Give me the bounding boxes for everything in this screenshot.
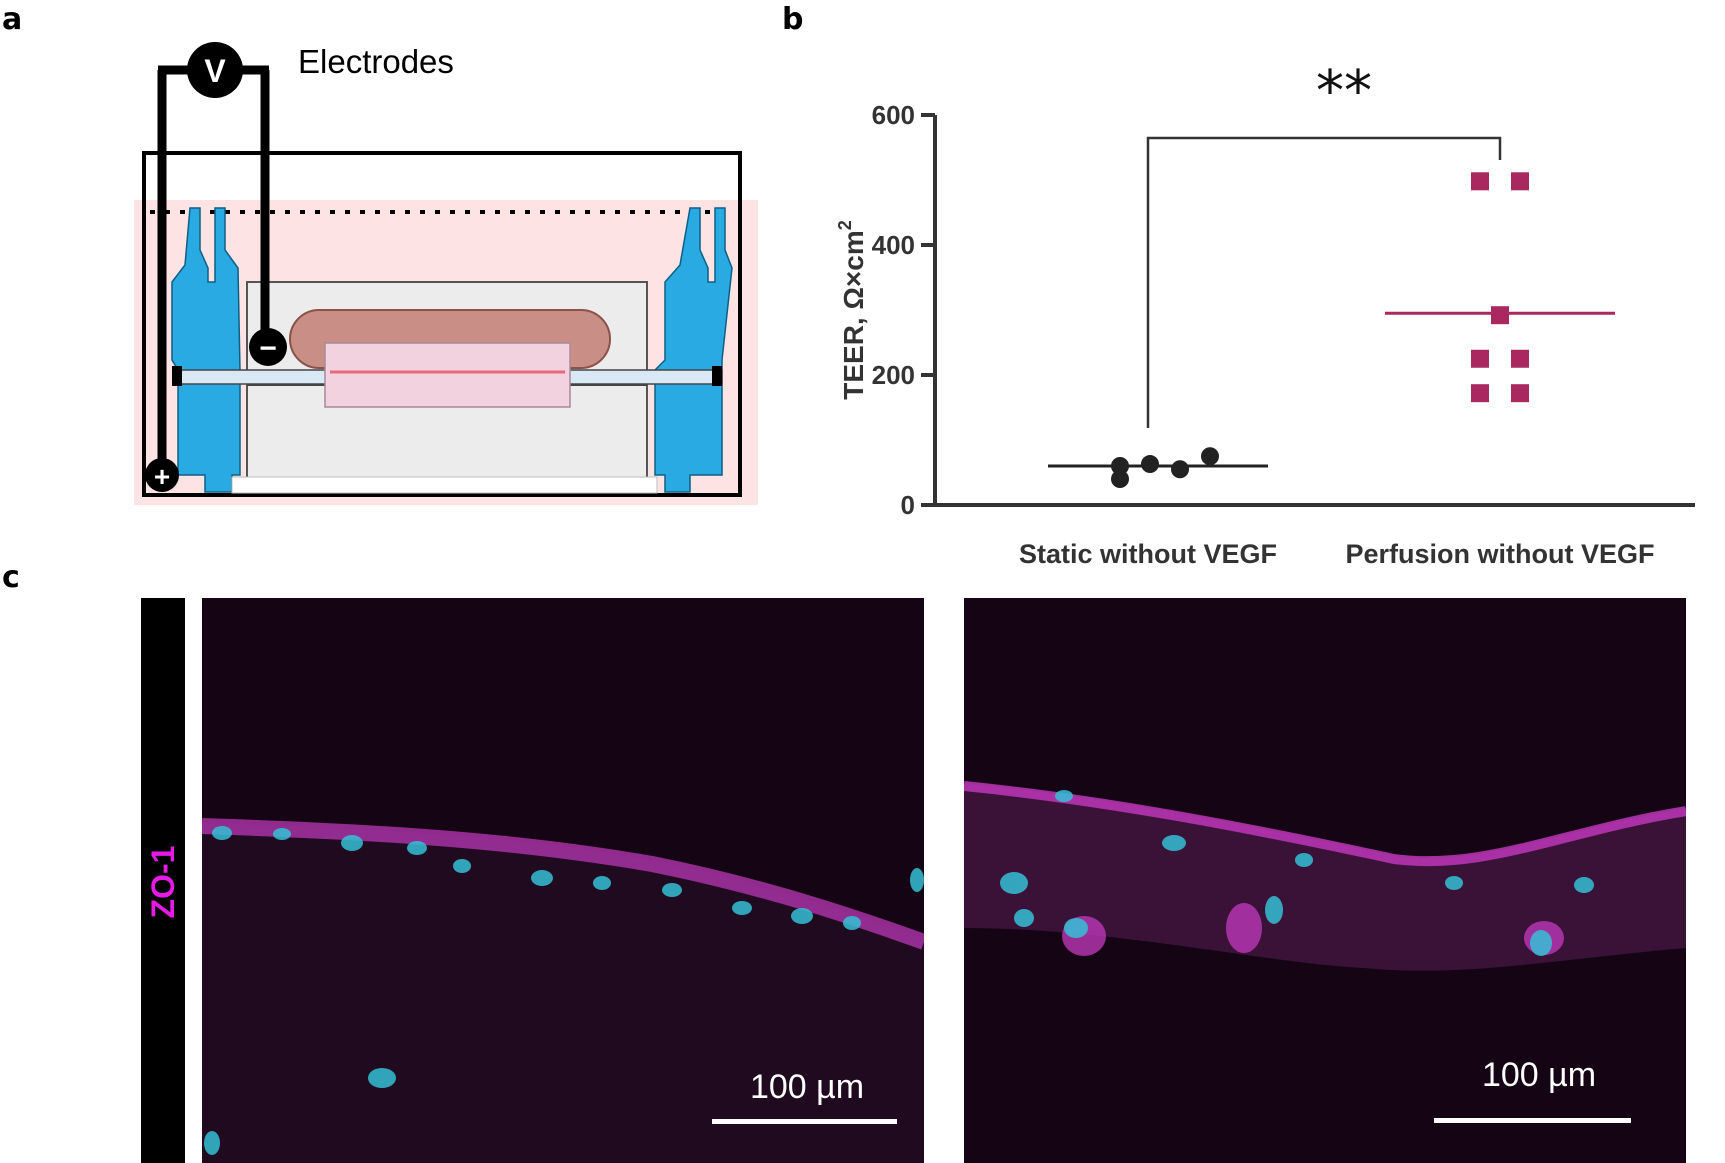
left-clamp	[172, 366, 182, 386]
stain-label-strip	[141, 598, 185, 1163]
data-point-perfusion-4	[1511, 349, 1529, 368]
significance-label: **	[1316, 59, 1372, 124]
electrodes-label: Electrodes	[298, 43, 454, 80]
panel-letter-a: a	[2, 2, 23, 37]
right-clamp	[712, 366, 722, 386]
chamber-outline	[142, 151, 742, 497]
y-axis-label-sup: 2	[835, 220, 855, 230]
data-point-perfusion-1	[1511, 172, 1529, 191]
data-point-static-2	[1141, 455, 1159, 474]
micrograph-perfusion: 100 µm	[964, 598, 1686, 1163]
data-point-perfusion-5	[1471, 384, 1489, 403]
tissue-construct	[289, 309, 611, 369]
y-axis-label: TEER, Ω×cm2	[835, 220, 869, 400]
data-point-perfusion-6	[1511, 384, 1529, 403]
data-point-perfusion-3	[1471, 349, 1489, 368]
positive-electrode-icon	[145, 458, 179, 492]
inner-chamber	[246, 281, 648, 479]
data-point-static-4	[1201, 447, 1219, 466]
data-point-static-3	[1171, 460, 1189, 479]
negative-electrode-icon	[249, 328, 287, 366]
channel	[177, 369, 723, 385]
x-category-label-1: Perfusion without VEGF	[1346, 539, 1655, 569]
panel-letter-c: c	[2, 560, 20, 595]
scale-bar-right	[1434, 1118, 1631, 1123]
scaffold	[324, 342, 571, 408]
panel-letter-b: b	[782, 2, 804, 37]
y-tick-label-0: 0	[901, 490, 915, 520]
medium-region	[134, 200, 758, 505]
data-point-static-0	[1111, 470, 1129, 488]
right-port	[654, 207, 733, 493]
scale-bar-label-right: 100 µm	[1481, 1056, 1597, 1094]
y-tick-label-200: 200	[872, 360, 915, 390]
scale-bar-left	[712, 1119, 897, 1124]
x-category-label-0: Static without VEGF	[1019, 539, 1277, 569]
voltmeter-label: V	[204, 53, 226, 89]
data-point-perfusion-2	[1491, 306, 1509, 325]
data-point-static-1	[1111, 457, 1129, 475]
voltmeter-icon	[187, 42, 243, 98]
data-point-perfusion-0	[1471, 172, 1489, 191]
y-tick-label-400: 400	[872, 230, 915, 260]
base-plate	[231, 476, 658, 494]
negative-label: −	[259, 332, 277, 365]
y-tick-label-600: 600	[872, 100, 915, 130]
stain-label: ZO-1	[144, 845, 181, 919]
left-port	[171, 207, 241, 493]
significance-bracket	[1146, 136, 1502, 428]
scale-bar-label-left: 100 µm	[749, 1068, 865, 1106]
positive-label: +	[154, 461, 170, 492]
micrograph-static: 100 µm	[202, 598, 924, 1163]
